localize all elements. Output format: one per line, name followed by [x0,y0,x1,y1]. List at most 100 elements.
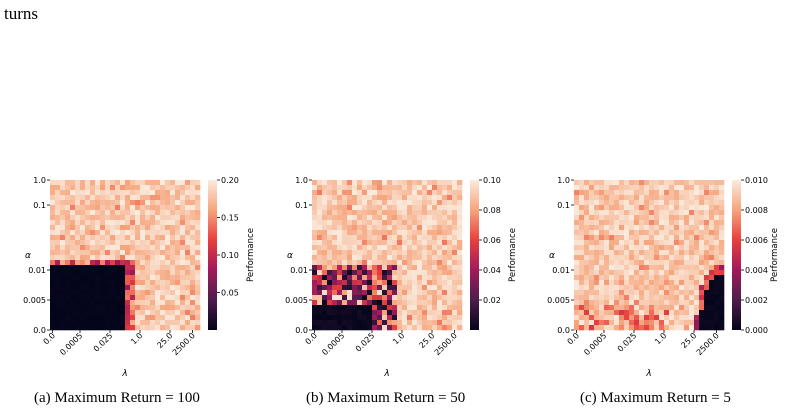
heatmap-cell [95,280,101,286]
heatmap-cell [669,310,675,316]
heatmap-cell [709,255,715,261]
heatmap-cell [342,285,348,291]
heatmap-cell [125,215,131,221]
heatmap-cell [644,320,650,326]
heatmap-cell [614,185,620,191]
heatmap-cell [100,210,106,216]
heatmap-cell [185,240,191,246]
heatmap-cell [392,240,398,246]
heatmap-cell [140,255,146,261]
heatmap-cell [140,290,146,296]
heatmap-cell [644,235,650,241]
heatmap-cell [362,305,368,311]
heatmap-cell [699,310,705,316]
heatmap-cell [155,245,161,251]
heatmap-cell [165,325,171,331]
heatmap-cell [669,205,675,211]
heatmap-cell [669,305,675,311]
heatmap-cell [105,300,111,306]
heatmap-cell [609,300,615,306]
heatmap-cell [639,200,645,206]
heatmap-cell [452,290,458,296]
heatmap-cell [125,295,131,301]
heatmap-cell [110,225,116,231]
heatmap-cell [594,255,600,261]
heatmap-cell [185,235,191,241]
heatmap-cell [704,260,710,266]
heatmap-cell [387,185,393,191]
heatmap-cell [175,235,181,241]
heatmap-cell [689,305,695,311]
heatmap-cell [447,290,453,296]
heatmap-cell [332,240,338,246]
heatmap-cell [55,235,61,241]
heatmap-cell [417,280,423,286]
heatmap-cell [170,265,176,271]
heatmap-cell [357,185,363,191]
heatmap-cell [594,190,600,196]
heatmap-cell [55,250,61,256]
heatmap-cell [644,180,650,186]
heatmap-cell [654,315,660,321]
heatmap-cell [604,215,610,221]
y-tick-label: 0.01 [290,266,308,275]
heatmap-cell [437,210,443,216]
heatmap-cell [437,195,443,201]
heatmap-cell [427,295,433,301]
heatmap-cell [669,230,675,236]
heatmap-cell [649,290,655,296]
heatmap-cell [397,315,403,321]
heatmap-cell [644,325,650,331]
heatmap-cell [70,180,76,186]
heatmap-cell [322,235,328,241]
heatmap-cell [155,215,161,221]
heatmap-cell [442,180,448,186]
heatmap-cell [195,235,201,241]
heatmap-cell [352,260,358,266]
heatmap-cell [362,220,368,226]
heatmap-cell [689,240,695,246]
heatmap-cell [654,255,660,261]
heatmap-cell [145,225,151,231]
heatmap-cell [387,290,393,296]
heatmap-cell [120,280,126,286]
heatmap-cell [185,210,191,216]
heatmap-cell [125,180,131,186]
heatmap-cell [65,295,71,301]
heatmap-cell [694,255,700,261]
heatmap-cell [427,310,433,316]
heatmap-cell [644,295,650,301]
heatmap-cell [195,295,201,301]
heatmap-cell [352,320,358,326]
heatmap-cell [669,220,675,226]
heatmap-cell [442,310,448,316]
heatmap-cell [377,230,383,236]
heatmap-cell [684,240,690,246]
heatmap-cell [624,265,630,271]
heatmap-cell [190,315,196,321]
heatmap-cell [442,215,448,221]
heatmap-cell [105,210,111,216]
heatmap-cell [599,320,605,326]
heatmap-cell [579,200,585,206]
heatmap-cell [447,220,453,226]
heatmap-cell [599,295,605,301]
heatmap-cell [332,185,338,191]
heatmap-cell [427,240,433,246]
heatmap-cell [674,320,680,326]
heatmap-cell [75,295,81,301]
heatmap-cell [145,270,151,276]
heatmap-cell [447,265,453,271]
heatmap-cell [70,300,76,306]
heatmap-cell [629,190,635,196]
heatmap-cell [684,265,690,271]
heatmap-cell [105,190,111,196]
heatmap-cell [669,200,675,206]
heatmap-cell [432,255,438,261]
heatmap-cell [170,190,176,196]
heatmap-cell [574,280,580,286]
heatmap-cell [352,235,358,241]
heatmap-cell [669,210,675,216]
heatmap-cell [457,190,463,196]
